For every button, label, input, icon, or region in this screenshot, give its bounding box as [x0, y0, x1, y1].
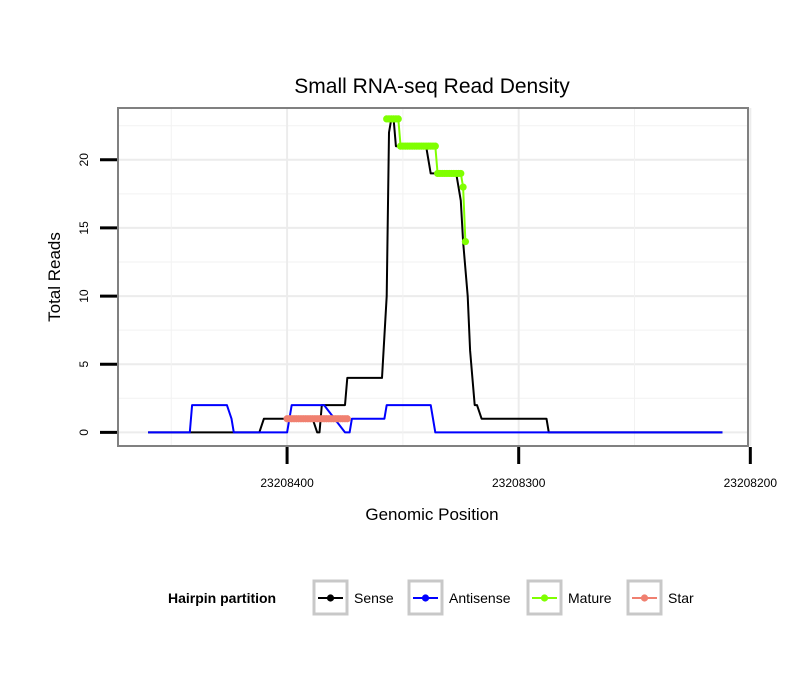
panel-background — [118, 108, 748, 446]
y-tick-label: 10 — [77, 289, 91, 303]
y-tick-label: 5 — [77, 361, 91, 368]
x-tick-label: 23208400 — [260, 476, 314, 490]
x-axis-title: Genomic Position — [365, 505, 498, 524]
legend-title: Hairpin partition — [168, 590, 276, 606]
legend-label-sense: Sense — [354, 590, 394, 606]
x-tick-label: 23208200 — [724, 476, 778, 490]
legend-item-mature: Mature — [526, 579, 612, 616]
x-axis: 23208400 23208300 23208200 — [260, 447, 777, 490]
y-tick-label: 20 — [77, 153, 91, 167]
series-mature — [383, 115, 470, 246]
data-point-mature — [394, 115, 402, 123]
chart-title: Small RNA-seq Read Density — [294, 75, 570, 98]
data-point-mature — [431, 142, 439, 150]
y-axis-title: Total Reads — [45, 232, 64, 322]
legend-items: Sense Antisense Mature Star — [312, 579, 694, 616]
legend-label-mature: Mature — [568, 590, 612, 606]
legend-key-marker — [640, 594, 649, 602]
series-star — [283, 415, 351, 423]
y-axis: 0 5 10 15 20 — [77, 153, 117, 436]
data-point-mature — [457, 169, 465, 178]
data-point-mature — [461, 237, 470, 246]
series-antisense — [148, 404, 723, 434]
legend: Hairpin partition Sense Antisense Mature St… — [168, 579, 694, 616]
data-point-star — [343, 415, 351, 423]
legend-label-antisense: Antisense — [449, 590, 511, 606]
legend-item-antisense: Antisense — [407, 579, 511, 616]
y-tick-label: 15 — [77, 221, 91, 235]
series-line-antisense — [148, 404, 723, 434]
y-tick-label: 0 — [77, 429, 91, 436]
panel-border — [117, 107, 749, 447]
series-layer — [148, 115, 723, 434]
legend-key-marker — [326, 594, 335, 602]
legend-item-sense: Sense — [312, 579, 394, 616]
data-point-mature — [459, 183, 467, 191]
x-tick-label: 23208300 — [492, 476, 546, 490]
legend-item-star: Star — [626, 579, 694, 616]
legend-label-star: Star — [668, 590, 694, 606]
plot-panel — [117, 107, 752, 447]
legend-key-marker — [421, 594, 430, 602]
legend-key-marker — [540, 594, 549, 602]
